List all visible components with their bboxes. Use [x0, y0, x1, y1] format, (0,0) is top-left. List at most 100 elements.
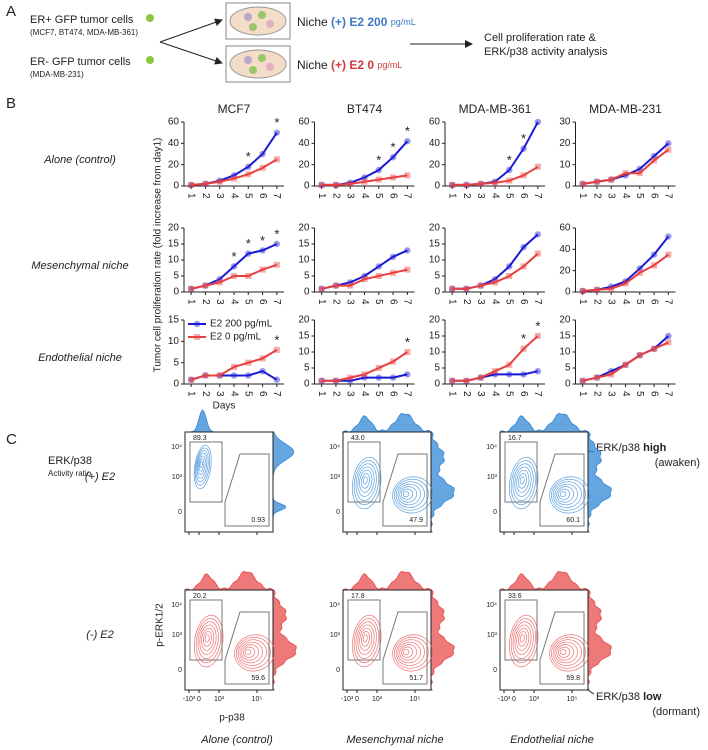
y-tick-label: 0 [493, 509, 497, 516]
y-tick-label: 0 [304, 287, 310, 298]
y-tick-label: 0 [173, 181, 179, 192]
dish-body [229, 6, 287, 36]
marker [492, 279, 498, 286]
y-tick-label: 10⁴ [171, 444, 182, 451]
x-tick-label: 5 [504, 299, 515, 305]
marker [636, 352, 643, 359]
marker [245, 273, 252, 279]
marker [636, 170, 643, 177]
panel-c-title: ERK/p38 [48, 455, 92, 467]
x-tick-label: 1 [316, 391, 327, 397]
marker [347, 374, 354, 381]
x-tick-label: 2 [200, 193, 211, 199]
callout-bold: low [643, 691, 662, 703]
dish [225, 2, 291, 40]
marker [361, 374, 368, 381]
marker [273, 240, 281, 248]
marker [273, 346, 280, 353]
y-tick-label: 5 [304, 363, 310, 374]
contour [393, 636, 429, 669]
x-tick-label: 2 [591, 193, 602, 199]
x-tick-label: 4 [359, 299, 370, 305]
marker [608, 176, 615, 183]
panel-label: A [6, 3, 16, 20]
x-tick-label: 2 [200, 391, 211, 397]
significance: * [274, 226, 279, 241]
marker [390, 358, 397, 365]
significance: * [405, 124, 410, 139]
y-tick-label: 10³ [330, 632, 341, 639]
marker [534, 368, 542, 375]
x-tick-label: 2 [461, 299, 472, 305]
significance: * [231, 249, 236, 264]
legend-label: E2 0 pg/mL [210, 332, 262, 343]
y-tick-label: 40 [429, 138, 441, 149]
marker [448, 377, 456, 384]
y-tick-label: 0 [565, 287, 571, 298]
x-tick-label: 4 [620, 299, 631, 305]
contour [237, 639, 267, 666]
series-line [582, 335, 670, 382]
y-tick-label: 10³ [172, 632, 183, 639]
significance: * [274, 115, 279, 130]
x-tick-label: 2 [461, 391, 472, 397]
y-tick-label: 10 [429, 347, 441, 358]
x-tick-label: 6 [648, 193, 659, 199]
marker [534, 333, 541, 339]
y-tick-label: 0 [434, 379, 440, 390]
marker [318, 181, 325, 189]
y-tick-label: 15 [559, 331, 571, 342]
contour [514, 466, 532, 497]
niche-word: Niche [297, 15, 328, 29]
y-tick-label: 10 [298, 255, 310, 266]
marker [477, 282, 484, 289]
contour [234, 634, 275, 672]
significance: * [405, 334, 410, 349]
y-tick-label: 20 [429, 223, 441, 234]
column-label: Endothelial niche [510, 734, 594, 746]
marker [506, 263, 513, 270]
gate-value: 17.8 [351, 593, 365, 600]
marker [273, 376, 281, 383]
x-tick-label: 5 [634, 391, 645, 397]
marker [318, 285, 325, 292]
x-tick-label: 1 [577, 299, 588, 305]
x-tick-label: 3 [345, 391, 356, 397]
marker [273, 261, 280, 268]
niche-label: Niche (+) E2 200 pg/mL [297, 15, 416, 29]
x-tick-label: 4 [228, 193, 239, 199]
x-tick-label: 4 [489, 299, 500, 305]
marker [259, 150, 266, 158]
x-tick-label: 3 [214, 391, 225, 397]
contour [393, 478, 429, 511]
y-tick-label: 60 [559, 223, 571, 234]
x-tick-label: -10³ [183, 696, 196, 703]
x-tick-label: 7 [532, 391, 543, 397]
y-tick-label: 10 [559, 347, 571, 358]
marker [231, 175, 237, 182]
marker [463, 285, 470, 292]
gate [347, 441, 381, 503]
y-tick-label: 10⁴ [329, 444, 340, 451]
y-tick-label: 0 [336, 509, 340, 516]
x-tick-label: 3 [606, 193, 617, 199]
niche-unit: pg/mL [377, 60, 402, 70]
column-label: Alone (control) [200, 734, 273, 746]
significance: * [246, 149, 251, 164]
histogram [342, 571, 433, 591]
y-tick-label: 10 [559, 159, 571, 170]
marker [650, 251, 658, 258]
x-tick-label: 5 [634, 299, 645, 305]
x-tick-label: 3 [606, 391, 617, 397]
series-line [452, 252, 539, 290]
marker [347, 377, 354, 384]
marker [259, 368, 266, 375]
x-tick-label: 5 [243, 299, 254, 305]
marker [404, 138, 411, 145]
x-axis-label: Days [213, 401, 236, 412]
legend-swatch [194, 334, 200, 340]
x-tick-label: 5 [243, 193, 254, 199]
marker [245, 250, 252, 257]
gate-value: 89.3 [193, 435, 207, 442]
